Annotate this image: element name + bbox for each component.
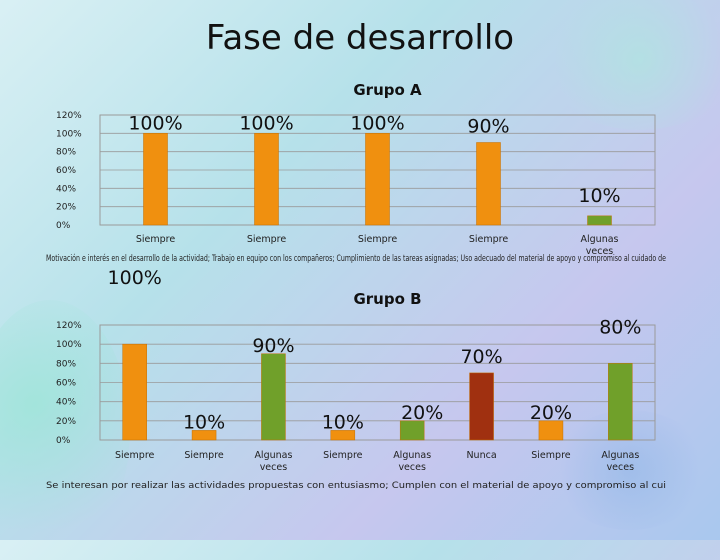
group-b-y-tick-label: 60%: [56, 379, 76, 389]
group-a-bar: [143, 133, 168, 226]
group-a-category-label: Algunas: [581, 234, 619, 245]
slide-title: Fase de desarrollo: [205, 18, 515, 58]
group-b-y-tick-label: 40%: [56, 398, 76, 408]
group-a-category-label: Siempre: [247, 234, 286, 245]
group-b-y-tick-label: 0%: [56, 436, 71, 446]
group-a-y-tick-label: 120%: [56, 111, 82, 121]
group-b-category-label: veces: [398, 462, 426, 473]
group-b-category-label: Siempre: [323, 450, 362, 461]
group-b-category-label: Algunas: [601, 450, 639, 461]
charts-canvas: Grupo A 0% 20% 40% 60% 80% 100% 120% 100% Siempre…: [46, 81, 666, 491]
group-a-category-label: Siempre: [469, 234, 508, 245]
group-b-chart-title: Grupo B: [353, 290, 421, 308]
group-b-data-label: 100%: [108, 267, 162, 289]
group-b-y-tick-label: 80%: [56, 359, 76, 369]
group-a-y-tick-label: 100%: [56, 129, 82, 139]
group-a-chart-title: Grupo A: [353, 81, 422, 99]
group-b-bar: [261, 353, 286, 441]
group-a-bar: [587, 215, 612, 226]
group-b-y-tick-label: 120%: [56, 321, 82, 331]
group-a-bar: [476, 142, 501, 226]
group-b-data-label: 20%: [530, 402, 572, 424]
group-a-y-tick-label: 20%: [56, 203, 76, 213]
group-a-y-tick-label: 60%: [56, 166, 76, 176]
group-b-y-tick-label: 100%: [56, 340, 82, 350]
group-b-bar: [122, 343, 147, 441]
group-a-category-label: veces: [586, 246, 614, 257]
group-a-data-label: 100%: [350, 112, 404, 134]
group-b-data-label: 70%: [460, 346, 502, 368]
group-b-overlapping-criteria-text: Se interesan por realizar las actividade…: [46, 481, 666, 491]
group-a-data-label: 100%: [239, 112, 293, 134]
group-b-category-label: Siempre: [184, 450, 223, 461]
group-b-data-label: 90%: [252, 335, 294, 357]
group-b-category-label: Siempre: [115, 450, 154, 461]
group-b-category-label: Algunas: [254, 450, 292, 461]
group-a-bar: [254, 133, 279, 226]
group-b-bar: [191, 430, 217, 441]
group-b-bar: [538, 420, 564, 441]
group-b-data-label: 10%: [322, 411, 364, 433]
group-b-category-label: veces: [260, 462, 288, 473]
group-a-category-label: Siempre: [358, 234, 397, 245]
group-b-bar: [330, 430, 356, 441]
group-b-bar: [608, 363, 633, 441]
group-b-data-label: 10%: [183, 411, 225, 433]
group-a-bar: [365, 133, 390, 226]
group-a-data-label: 10%: [578, 185, 620, 207]
group-a-y-tick-label: 80%: [56, 148, 76, 158]
group-a-y-tick-label: 40%: [56, 184, 76, 194]
group-a-data-label: 90%: [467, 116, 509, 138]
group-a-overlapping-criteria-text: Motivación e interés en el desarrollo de…: [46, 253, 666, 264]
group-a-y-tick-label: 0%: [56, 221, 71, 231]
group-b-data-label: 80%: [599, 316, 641, 338]
group-b-data-label: 20%: [401, 402, 443, 424]
group-b-category-label: Siempre: [531, 450, 570, 461]
group-b-bar: [399, 420, 425, 441]
group-b-category-label: veces: [607, 462, 635, 473]
group-a-data-label: 100%: [128, 112, 182, 134]
group-b-y-tick-label: 20%: [56, 417, 76, 427]
group-b-category-label: Algunas: [393, 450, 431, 461]
group-b-bar: [469, 372, 494, 441]
group-a-category-label: Siempre: [136, 234, 175, 245]
group-b-category-label: Nunca: [466, 450, 496, 461]
